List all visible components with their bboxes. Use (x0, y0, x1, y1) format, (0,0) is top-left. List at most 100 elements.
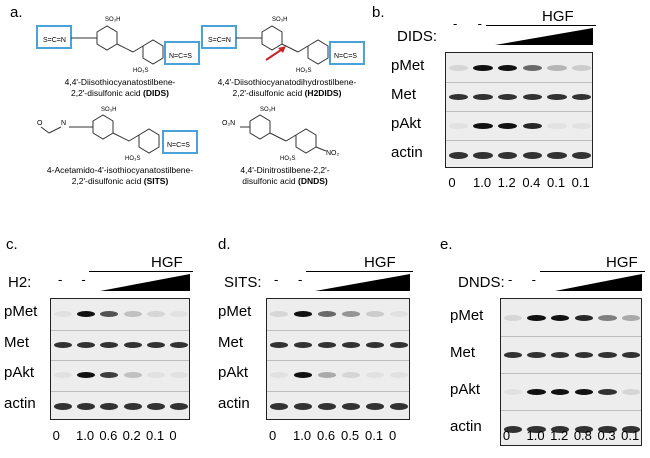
svg-text:N=C=S: N=C=S (169, 53, 192, 60)
band (146, 402, 166, 410)
quantification-value: 0.1 (547, 175, 566, 190)
blot-row-met (51, 329, 189, 361)
band (317, 372, 337, 379)
dose-wedge-shape (315, 274, 410, 291)
row-label: actin (391, 143, 423, 161)
band (503, 314, 523, 321)
row-label: pMet (450, 306, 484, 324)
minus-sign: - (58, 272, 63, 287)
band (341, 311, 361, 318)
drug-label: DNDS: (458, 274, 505, 291)
band (547, 151, 567, 159)
band (503, 425, 523, 433)
band (572, 93, 592, 100)
quantification-value: 0 (502, 428, 511, 443)
band (53, 372, 72, 379)
row-label: pMet (391, 56, 425, 74)
band (269, 311, 289, 318)
band (503, 388, 523, 395)
blot-row-actin (446, 140, 592, 167)
drug-label: DIDS: (397, 28, 438, 45)
band (574, 351, 594, 358)
band (572, 151, 592, 159)
band (598, 388, 617, 395)
band (317, 341, 337, 348)
quantification-value: 0.8 (573, 428, 592, 443)
quantification-value: 1.0 (526, 428, 545, 443)
panel-letter: e. (440, 236, 453, 253)
band (550, 388, 570, 395)
quantification-value: 0 (52, 428, 60, 443)
band (365, 372, 385, 379)
blot-image (445, 52, 593, 168)
panel-letter: c. (6, 236, 18, 253)
band (269, 341, 289, 348)
band (550, 351, 570, 358)
dids-name: 4,4'-Diisothiocyanatostilbene- 2,2'-disu… (64, 77, 176, 98)
dose-wedge (315, 274, 410, 291)
blot-row-actin (267, 390, 409, 419)
minus-sign: - (81, 272, 86, 287)
drug-label: H2: (8, 274, 32, 291)
svg-text:SO₃H: SO₃H (105, 17, 120, 23)
band (389, 311, 409, 318)
blot-row-pmet (267, 299, 409, 330)
band (473, 64, 493, 71)
svg-text:HO₃S: HO₃S (280, 156, 295, 161)
dnds-structure: O₂N SO₃H HO₃S NO₂ (222, 107, 340, 161)
svg-text:N: N (61, 120, 66, 127)
band (100, 311, 119, 318)
quantification-value: 0.6 (99, 428, 118, 443)
quantification-value: 0 (169, 428, 177, 443)
h2dids-structure: S=C=N SO₃H HO₃S N=C=S (201, 17, 365, 74)
band (146, 341, 166, 348)
dose-wedge (495, 28, 593, 45)
quantification-value: 1.0 (293, 428, 312, 443)
blot-row-pmet (446, 53, 592, 82)
band (473, 93, 493, 100)
quantification-value: 0.3 (597, 428, 616, 443)
quantification-value: 0 (448, 175, 456, 190)
band (365, 341, 385, 348)
band (123, 311, 142, 318)
band (621, 314, 641, 321)
band (527, 314, 546, 321)
row-label: actin (218, 394, 250, 412)
hgf-line (486, 25, 596, 26)
band (448, 93, 468, 100)
band (146, 311, 166, 318)
band (53, 402, 72, 410)
band (574, 314, 594, 321)
band (448, 122, 468, 129)
hgf-label: HGF (364, 254, 396, 271)
band (365, 311, 385, 318)
minus-sign: - (508, 272, 513, 287)
quantification-value: 0.2 (122, 428, 141, 443)
quantification-value: 0.6 (317, 428, 336, 443)
band (522, 93, 542, 100)
quantification-value: 0.1 (571, 175, 590, 190)
band (598, 351, 617, 358)
band (123, 372, 142, 379)
drug-label: SITS: (224, 274, 262, 291)
quantification-value: 1.2 (550, 428, 569, 443)
panel-letter: d. (218, 236, 231, 253)
blot-row-pmet (51, 299, 189, 330)
band (550, 314, 570, 321)
blot-row-pmet (501, 299, 641, 336)
band (123, 341, 142, 348)
row-label: pAkt (4, 364, 35, 382)
band (341, 341, 361, 348)
svg-text:N=C=S: N=C=S (334, 53, 357, 60)
band (389, 341, 409, 348)
blot-image (50, 298, 190, 420)
row-label: pAkt (450, 380, 481, 398)
quantification-value: 0 (389, 428, 397, 443)
panel-a-letter: a. (10, 4, 23, 21)
quantification-value: 0.1 (621, 428, 640, 443)
band (317, 311, 337, 318)
blot-row-met (501, 336, 641, 374)
dose-wedge (555, 274, 642, 291)
row-label: pAkt (391, 114, 422, 132)
dids-structure: S=C=N SO₃H HO₃S N=C=S (36, 17, 200, 74)
